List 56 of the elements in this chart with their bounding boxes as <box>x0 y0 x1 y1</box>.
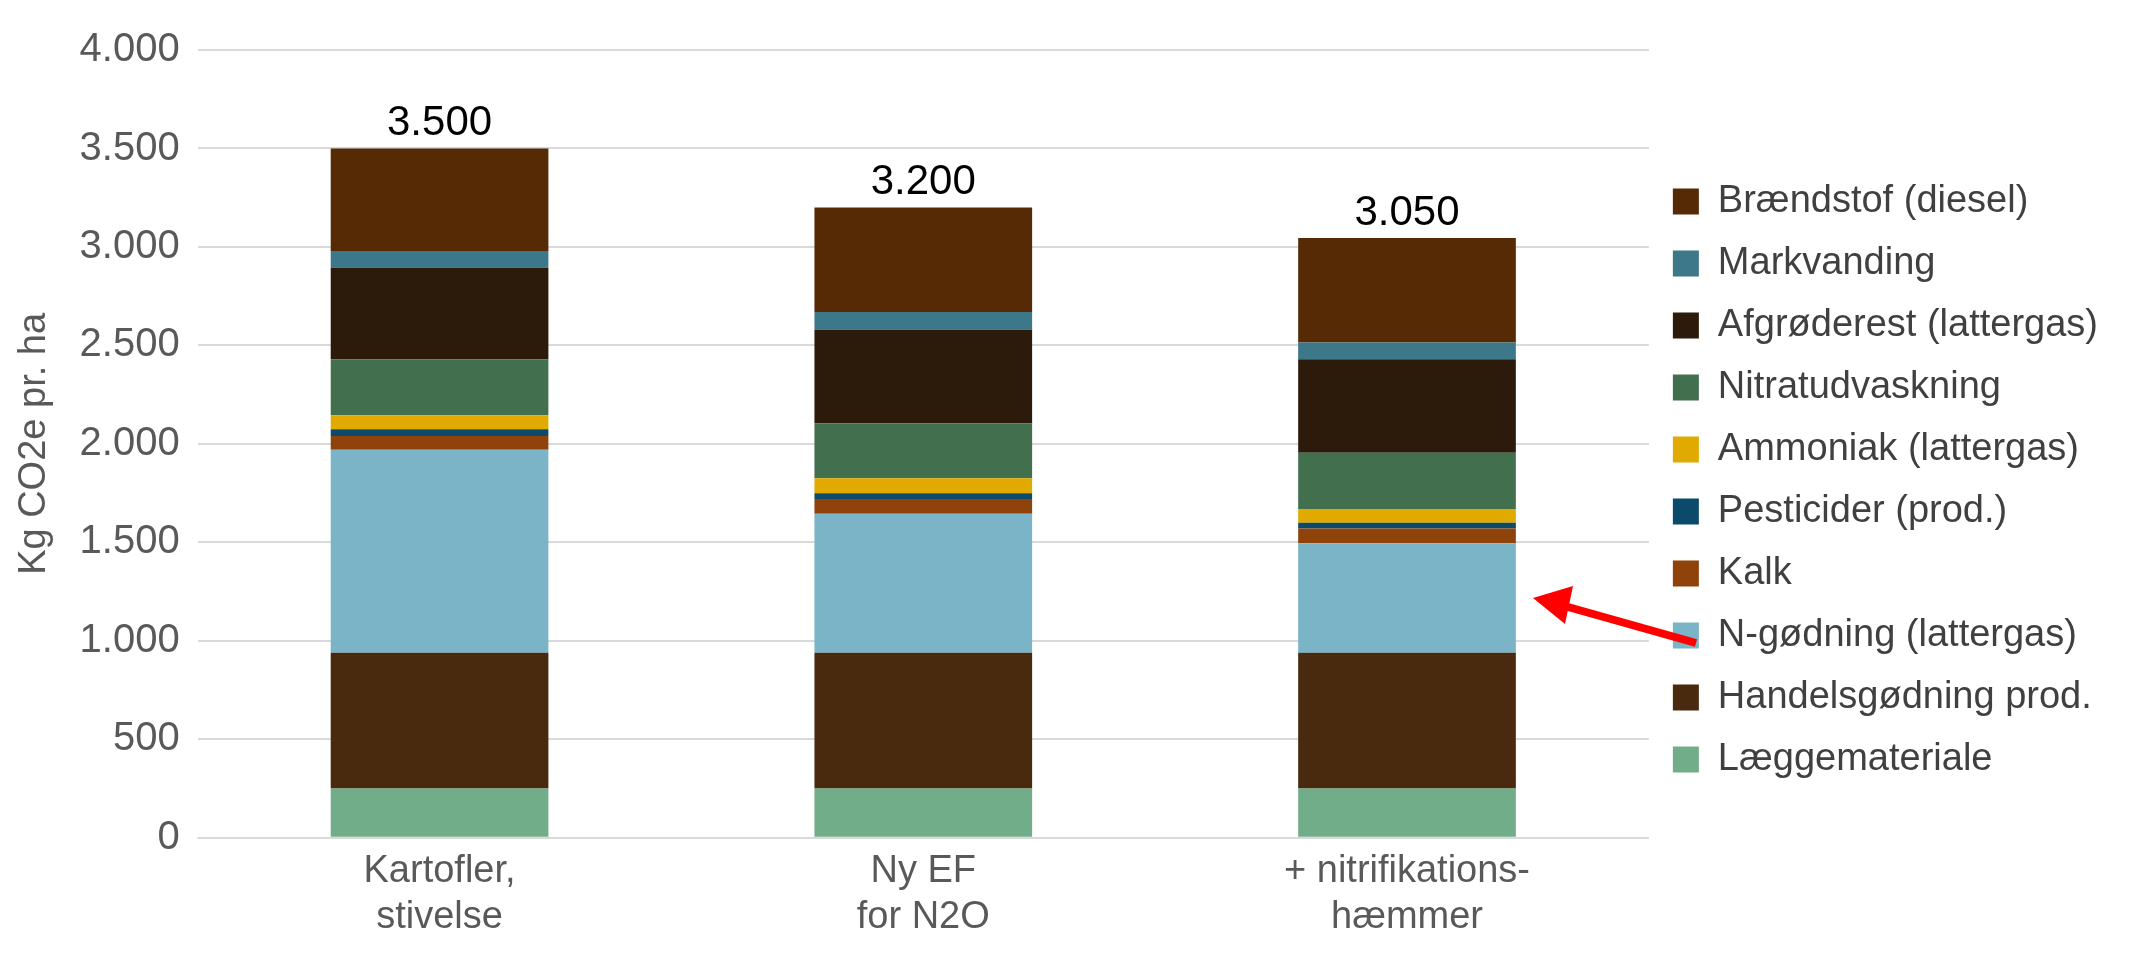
legend-label: Afgrøderest (lattergas) <box>1717 301 2099 344</box>
y-tick-label: 3.500 <box>79 123 180 168</box>
y-tick-label: 3.000 <box>79 221 180 266</box>
y-tick-label: 4.000 <box>79 25 180 70</box>
bar <box>1298 359 1516 453</box>
bar <box>814 499 1033 514</box>
bar <box>330 449 549 653</box>
bar <box>330 788 549 837</box>
y-tick-label: 1.500 <box>79 517 180 562</box>
bar <box>330 250 549 268</box>
bar <box>1298 508 1516 523</box>
legend-label: N-gødning (lattergas) <box>1717 611 2077 654</box>
y-tick-label: 2.500 <box>79 320 180 365</box>
y-tick-label: 2.000 <box>79 418 180 463</box>
x-tick-label: Ny EF for N2O <box>856 848 990 936</box>
bar <box>814 493 1033 500</box>
bar <box>1298 342 1516 360</box>
bar <box>814 478 1033 494</box>
bar <box>1298 238 1516 343</box>
total-label: 3.500 <box>387 97 493 145</box>
bar <box>1298 543 1516 653</box>
x-tick-label: + nitrifikations- hæmmer <box>1283 848 1531 936</box>
legend-label: Ammoniak (lattergas) <box>1717 425 2079 468</box>
legend-label: Markvanding <box>1717 239 1936 282</box>
total-label: 3.200 <box>870 156 976 204</box>
legend-label: Pesticider (prod.) <box>1717 487 2008 530</box>
bar <box>1298 522 1516 529</box>
bar <box>1298 528 1516 544</box>
bar <box>1298 788 1516 837</box>
bar <box>1298 452 1516 509</box>
bar <box>330 436 549 450</box>
legend-label: Handelsgødning prod. <box>1717 673 2092 716</box>
bar <box>814 311 1033 330</box>
bar <box>330 652 549 789</box>
bar <box>814 423 1033 479</box>
bar <box>330 415 549 430</box>
legend-label: Nitratudvaskning <box>1717 363 2001 406</box>
legend-label: Kalk <box>1717 549 1793 592</box>
x-tick-label: Kartofler, stivelse <box>363 848 516 936</box>
bar <box>814 207 1033 312</box>
y-tick-label: 1.000 <box>79 615 180 660</box>
bar <box>814 788 1033 837</box>
bar <box>814 652 1033 789</box>
y-tick-label: 500 <box>112 714 180 759</box>
legend-label: Brændstof (diesel) <box>1717 177 2029 220</box>
y-tick-label: 0 <box>157 812 180 857</box>
bar <box>330 267 549 360</box>
bar <box>330 148 549 251</box>
total-label: 3.050 <box>1354 186 1460 234</box>
bar <box>330 359 549 416</box>
y-axis-title: Kg CO2e pr. ha <box>11 312 54 575</box>
bar <box>330 429 549 437</box>
bar <box>1298 652 1516 789</box>
legend-label: Læggemateriale <box>1717 735 1993 778</box>
bar <box>814 513 1033 653</box>
bar <box>814 329 1033 424</box>
